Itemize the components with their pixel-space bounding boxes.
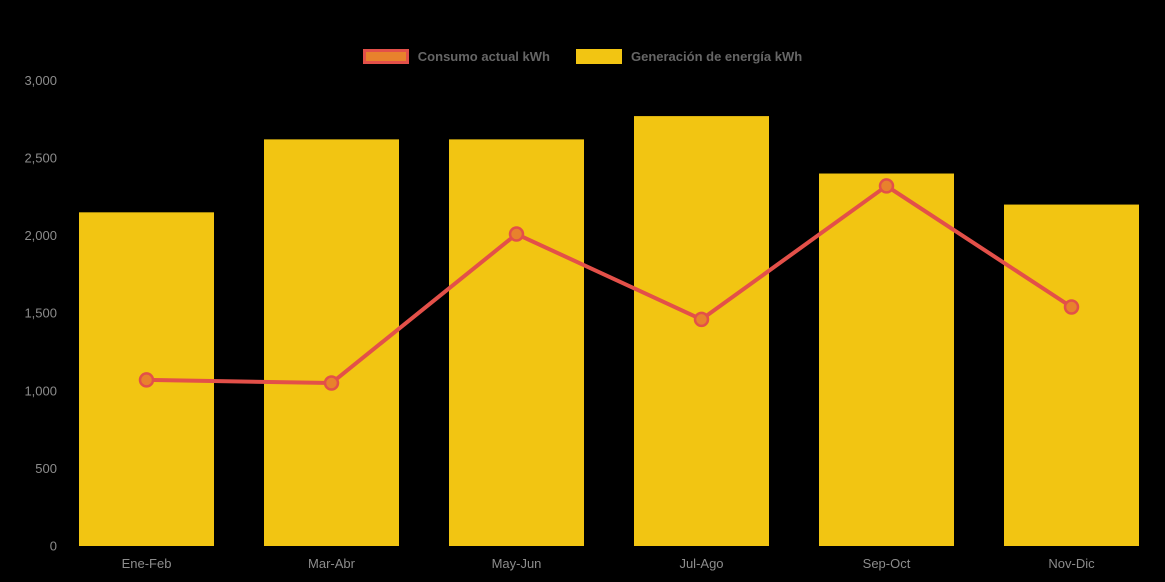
- line-point-may-jun[interactable]: [508, 226, 525, 242]
- bar-jul-ago[interactable]: [634, 116, 769, 546]
- bar-may-jun[interactable]: [449, 139, 584, 546]
- legend-swatch-line: [362, 49, 409, 64]
- y-tick-label: 1,500: [24, 306, 57, 321]
- bar-mar-abr[interactable]: [264, 139, 399, 546]
- line-point-nov-dic[interactable]: [1063, 299, 1080, 315]
- chart-legend: Consumo actual kWh Generación de energía …: [0, 49, 1165, 64]
- x-category-label: Mar-Abr: [308, 556, 356, 571]
- legend-label: Consumo actual kWh: [417, 49, 550, 64]
- x-category-label: Jul-Ago: [679, 556, 723, 571]
- y-tick-label: 2,500: [24, 151, 57, 166]
- line-point-ene-feb[interactable]: [138, 372, 155, 388]
- line-point-sep-oct[interactable]: [878, 178, 895, 194]
- x-category-label: Ene-Feb: [122, 556, 172, 571]
- x-category-label: May-Jun: [492, 556, 542, 571]
- bar-nov-dic[interactable]: [1004, 204, 1139, 546]
- legend-item-generacion[interactable]: Generación de energía kWh: [575, 49, 803, 64]
- y-tick-label: 500: [35, 461, 57, 476]
- legend-label: Generación de energía kWh: [630, 49, 803, 64]
- y-tick-label: 1,000: [24, 383, 57, 398]
- y-tick-label: 2,000: [24, 228, 57, 243]
- y-tick-label: 3,000: [24, 73, 57, 88]
- legend-swatch-bar: [575, 49, 622, 64]
- line-point-mar-abr[interactable]: [323, 375, 340, 391]
- x-category-label: Sep-Oct: [863, 556, 911, 571]
- legend-item-consumo[interactable]: Consumo actual kWh: [362, 49, 550, 64]
- y-tick-label: 0: [50, 539, 57, 554]
- bar-sep-oct[interactable]: [819, 173, 954, 546]
- consumption-line: [144, 183, 1074, 386]
- x-category-label: Nov-Dic: [1048, 556, 1095, 571]
- line-point-jul-ago[interactable]: [693, 311, 710, 328]
